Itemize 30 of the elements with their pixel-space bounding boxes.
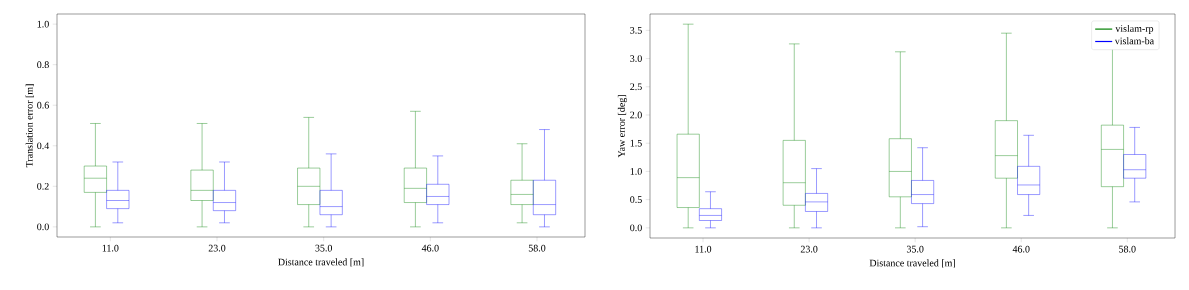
y-tick-label: 1.0	[37, 20, 49, 28]
y-tick-label: 1.0	[630, 168, 642, 175]
y-axis-title: Yaw error [deg]	[617, 95, 627, 158]
x-tick-label: 35.0	[315, 244, 333, 252]
x-axis-title: Distance traveled [m]	[278, 258, 364, 267]
y-tick-label: 0.2	[37, 182, 49, 190]
y-tick-label: 0.5	[630, 196, 642, 204]
y-tick-label: 2.0	[630, 111, 642, 119]
y-axis-title: Translation error [m]	[25, 84, 34, 168]
y-tick-label: 3.0	[630, 55, 642, 62]
legend-label: vislam-rp	[1115, 24, 1154, 34]
y-tick-label: 0.4	[37, 142, 50, 150]
y-tick-label: 0.0	[630, 224, 642, 232]
y-tick-label: 0.0	[37, 223, 49, 231]
x-tick-label: 23.0	[208, 244, 226, 252]
x-tick-label: 23.0	[800, 245, 818, 253]
x-tick-label: 46.0	[421, 244, 439, 252]
x-tick-label: 11.0	[102, 244, 119, 252]
y-tick-label: 0.8	[37, 61, 49, 69]
x-axis-title: Distance traveled [m]	[869, 259, 955, 268]
x-tick-label: 11.0	[695, 245, 712, 253]
x-tick-label: 35.0	[906, 245, 924, 253]
y-tick-label: 2.5	[630, 83, 642, 91]
y-tick-label: 3.5	[630, 27, 642, 34]
y-tick-label: 0.6	[37, 101, 49, 109]
y-tick-label: 1.5	[630, 139, 642, 147]
legend-label: vislam-ba	[1114, 37, 1154, 45]
x-tick-label: 58.0	[528, 244, 546, 252]
x-tick-label: 46.0	[1012, 245, 1030, 253]
x-tick-label: 58.0	[1119, 245, 1136, 253]
